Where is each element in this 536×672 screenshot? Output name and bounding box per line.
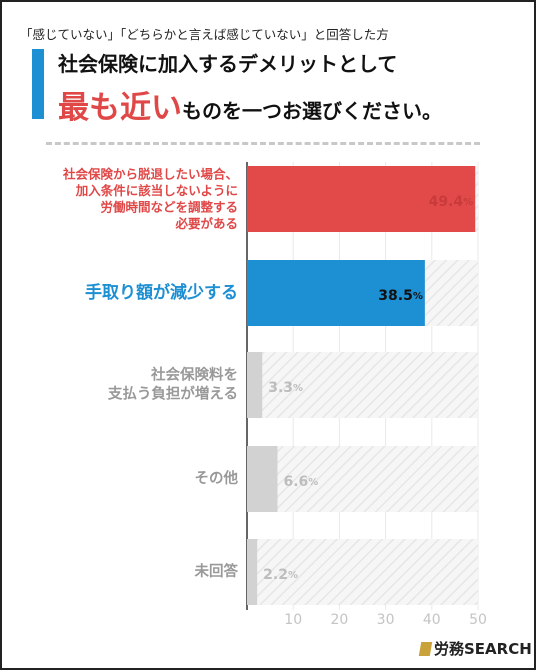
x-tick-label: 40 bbox=[423, 612, 441, 628]
value-label: 6.6% bbox=[283, 474, 318, 490]
x-tick-label: 10 bbox=[284, 612, 302, 628]
x-tick-label: 20 bbox=[330, 612, 348, 628]
value-label: 2.2% bbox=[263, 567, 298, 583]
category-label: 手取り額が減少する bbox=[85, 282, 238, 303]
question-line-1: 社会保険に加入するデメリットとして bbox=[58, 52, 398, 76]
title-accent-bar bbox=[32, 49, 44, 119]
bar bbox=[247, 446, 278, 512]
category-label: その他 bbox=[195, 469, 239, 487]
bar bbox=[247, 260, 425, 326]
brand-logo: 労務SEARCH bbox=[418, 638, 532, 659]
bar bbox=[247, 352, 263, 418]
value-label: 3.3% bbox=[268, 380, 303, 396]
x-tick-label: 30 bbox=[377, 612, 395, 628]
value-label: 49.4% bbox=[429, 194, 474, 210]
question-rest: ものを一つお選びください。 bbox=[182, 99, 442, 123]
question-emphasis: 最も近い bbox=[58, 90, 182, 126]
bar-track bbox=[247, 446, 478, 512]
bar-track bbox=[247, 539, 478, 605]
category-label: 社会保険から脱退したい場合、加入条件に該当しないように労働時間などを調整する必要… bbox=[62, 166, 238, 231]
bar bbox=[247, 539, 258, 605]
category-label: 社会保険料を支払う負担が増える bbox=[108, 366, 238, 403]
category-label: 未回答 bbox=[194, 562, 239, 580]
logo-mark-icon bbox=[418, 641, 433, 656]
logo-text: 労務SEARCH bbox=[434, 640, 532, 658]
dashed-divider bbox=[46, 142, 480, 145]
x-tick-label: 50 bbox=[469, 612, 487, 628]
respondent-condition-note: 「感じていない」「どちらかと言えば感じていない」と回答した方 bbox=[20, 27, 389, 42]
bar bbox=[247, 166, 476, 232]
value-label: 38.5% bbox=[378, 288, 423, 304]
bar-track bbox=[247, 352, 478, 418]
question-line-2: 最も近いものを一つお選びください。 bbox=[58, 82, 442, 127]
